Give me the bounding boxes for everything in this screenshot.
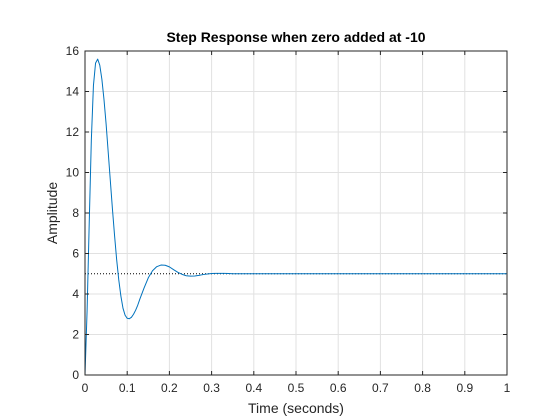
x-tick-label: 0.3: [203, 381, 220, 395]
x-axis-label: Time (seconds): [248, 400, 344, 416]
x-tick-label: 0.9: [456, 381, 473, 395]
step-response-line: [84, 58, 507, 376]
y-tick-label: 10: [66, 166, 80, 180]
x-tick-label: 0.4: [245, 381, 262, 395]
y-tick-label: 14: [66, 85, 80, 99]
x-tick-label: 0.7: [372, 381, 389, 395]
x-tick-label: 1: [504, 381, 511, 395]
y-axis-label: Amplitude: [44, 182, 60, 244]
y-tick-label: 12: [66, 125, 80, 139]
axis-ticks: 0 0.1 0.2 0.3 0.4 0.5 0.6 0.7 0.8 0.9 102468101214…: [66, 44, 511, 395]
y-tick-label: 4: [72, 287, 79, 301]
x-tick-label: 0.6: [330, 381, 347, 395]
y-tick-label: 16: [66, 44, 80, 58]
x-tick-label: 0.5: [288, 381, 305, 395]
x-tick-label: 0.1: [119, 381, 136, 395]
y-tick-label: 2: [72, 328, 79, 342]
x-tick-label: 0.2: [161, 381, 178, 395]
y-tick-label: 0: [72, 368, 79, 382]
y-tick-label: 6: [72, 247, 79, 261]
y-tick-label: 8: [72, 206, 79, 220]
x-tick-label: 0: [82, 381, 89, 395]
x-tick-label: 0.8: [414, 381, 431, 395]
chart-title: Step Response when zero added at -10: [166, 29, 425, 45]
